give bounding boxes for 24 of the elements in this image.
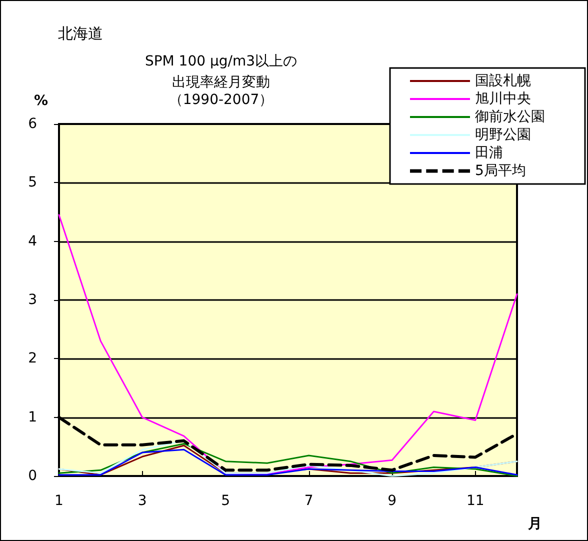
x-tick-label: 5	[221, 493, 230, 509]
y-tick-label: 4	[28, 233, 38, 250]
y-tick-label: 1	[28, 409, 37, 426]
y-tick-label: 3	[28, 292, 37, 308]
x-tick-label: 11	[466, 493, 484, 509]
text: （1990-2007）	[168, 92, 274, 108]
y-tick-label: 0	[28, 468, 37, 484]
legend-label: 国設札幌	[475, 73, 531, 89]
chart-subtitle: SPM 100 μg/m3以上の出現率経月変動	[144, 54, 298, 90]
x-axis-title: 月	[527, 516, 542, 532]
legend-label: 御前水公園	[475, 109, 545, 125]
x-tick-label: 1	[54, 493, 64, 509]
chart-title: 北海道	[58, 24, 103, 42]
legend-label: 田浦	[475, 145, 503, 161]
x-tick-label: 9	[388, 493, 397, 509]
y-tick-label: 6	[28, 116, 38, 132]
y-axis-title: %	[34, 93, 48, 109]
y-tick-label: 5	[28, 174, 37, 191]
x-tick-label: 3	[138, 493, 147, 509]
legend-label: 5局平均	[475, 163, 526, 179]
y-tick-label: 2	[28, 350, 37, 367]
legend-label: 明野公園	[475, 127, 531, 143]
x-tick-label: 7	[304, 493, 314, 509]
legend-label: 旭川中央	[475, 91, 531, 107]
